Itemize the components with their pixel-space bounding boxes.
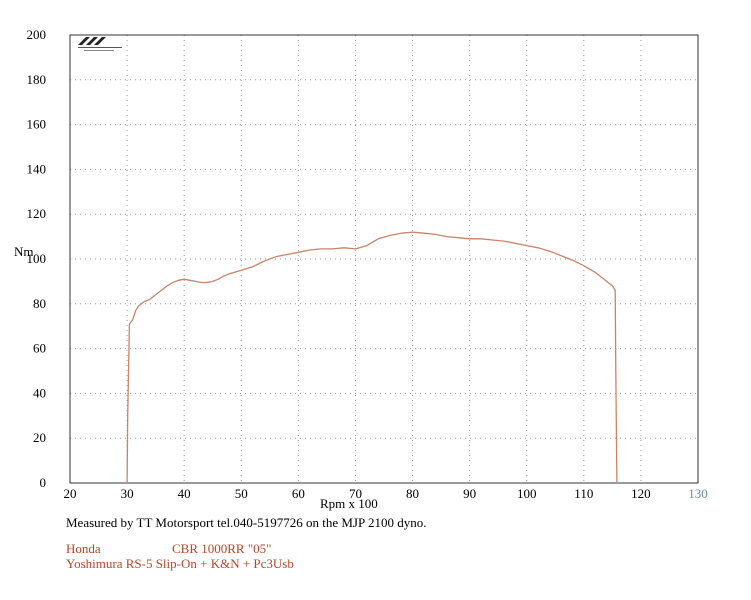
x-tick-label: 40: [178, 486, 191, 501]
y-tick-label: 100: [27, 251, 47, 266]
dyno-caption: Measured by TT Motorsport tel.040-519772…: [66, 515, 427, 530]
y-tick-label: 120: [27, 206, 47, 221]
y-tick-label: 160: [27, 117, 47, 132]
mjp-logo-icon: [78, 37, 122, 51]
y-tick-label: 80: [33, 296, 46, 311]
x-axis-title: Rpm x 100: [320, 496, 378, 511]
y-tick-label: 180: [27, 72, 47, 87]
x-tick-label: 90: [463, 486, 476, 501]
x-tick-label: 50: [235, 486, 248, 501]
y-tick-label: 20: [33, 430, 46, 445]
bike-mods: Yoshimura RS-5 Slip-On + K&N + Pc3Usb: [66, 556, 294, 571]
grid-lines: [70, 35, 698, 483]
y-tick-label: 140: [27, 161, 47, 176]
y-axis-title: Nm: [14, 244, 34, 259]
y-tick-label: 200: [27, 27, 47, 42]
series-layer: [126, 231, 618, 484]
x-tick-label: 70: [349, 486, 362, 501]
x-tick-label: 30: [121, 486, 134, 501]
x-tick-label: 120: [631, 486, 651, 501]
bike-make: Honda: [66, 541, 101, 556]
x-tick-label: 130: [688, 486, 708, 501]
bike-model: CBR 1000RR "05": [172, 541, 272, 556]
x-tick-label: 20: [64, 486, 77, 501]
x-tick-label: 60: [292, 486, 305, 501]
torque-curve: [126, 231, 618, 484]
y-tick-label: 60: [33, 341, 46, 356]
x-tick-label: 80: [406, 486, 419, 501]
tick-labels: 0 20 40 60 80 100 120 140 160 180 200 20 30 40 50 60 70 8…: [27, 27, 708, 501]
x-tick-label: 110: [574, 486, 593, 501]
y-tick-label: 40: [33, 385, 46, 400]
plot-frame: [69, 34, 699, 484]
x-tick-label: 100: [517, 486, 537, 501]
y-tick-label: 0: [40, 475, 47, 490]
